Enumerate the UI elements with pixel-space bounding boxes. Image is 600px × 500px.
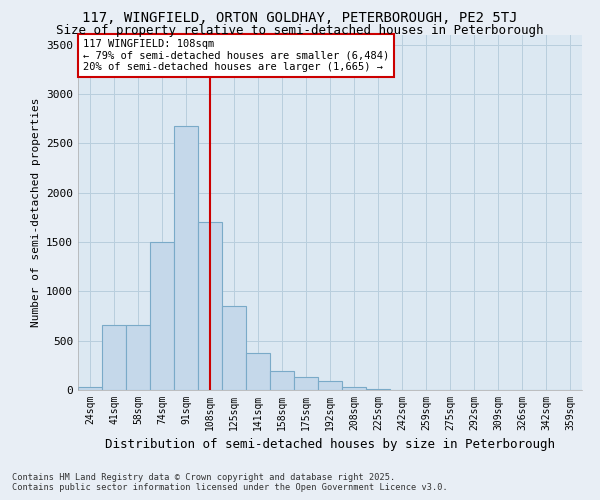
Text: 117, WINGFIELD, ORTON GOLDHAY, PETERBOROUGH, PE2 5TJ: 117, WINGFIELD, ORTON GOLDHAY, PETERBORO… bbox=[82, 11, 518, 25]
Bar bbox=[174, 126, 198, 390]
Text: Contains HM Land Registry data © Crown copyright and database right 2025.
Contai: Contains HM Land Registry data © Crown c… bbox=[12, 473, 448, 492]
Bar bbox=[222, 306, 246, 390]
Bar bbox=[270, 372, 294, 390]
Bar bbox=[150, 242, 174, 390]
Bar bbox=[198, 222, 222, 390]
Bar bbox=[102, 325, 126, 390]
Y-axis label: Number of semi-detached properties: Number of semi-detached properties bbox=[31, 98, 41, 327]
Bar bbox=[78, 387, 102, 390]
Bar bbox=[126, 325, 150, 390]
Text: 117 WINGFIELD: 108sqm
← 79% of semi-detached houses are smaller (6,484)
20% of s: 117 WINGFIELD: 108sqm ← 79% of semi-deta… bbox=[83, 39, 389, 72]
Bar bbox=[366, 389, 390, 390]
Bar bbox=[294, 377, 318, 390]
Text: Size of property relative to semi-detached houses in Peterborough: Size of property relative to semi-detach… bbox=[56, 24, 544, 37]
X-axis label: Distribution of semi-detached houses by size in Peterborough: Distribution of semi-detached houses by … bbox=[105, 438, 555, 452]
Bar bbox=[246, 352, 270, 390]
Bar bbox=[318, 381, 342, 390]
Bar bbox=[342, 387, 366, 390]
